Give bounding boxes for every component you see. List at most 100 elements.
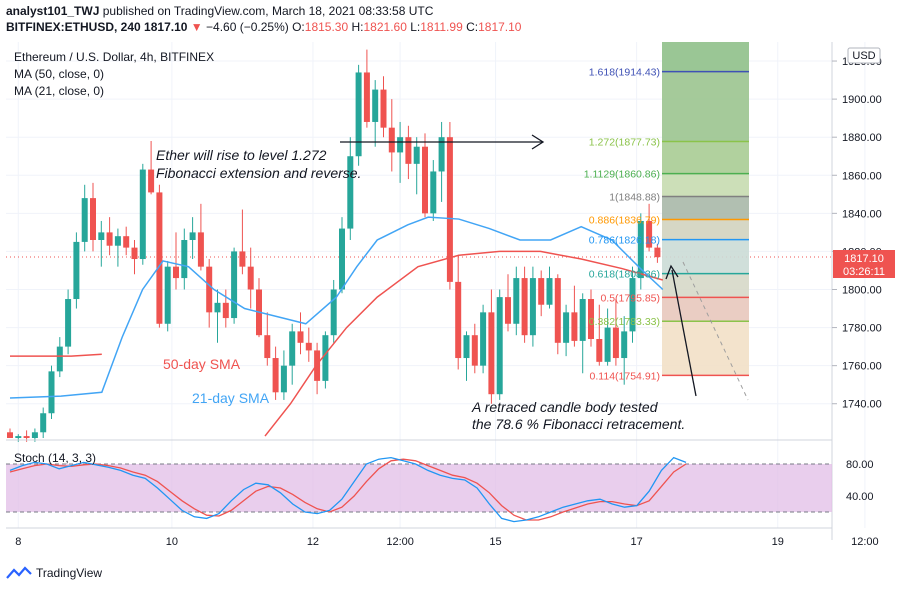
tradingview-logo-icon — [6, 566, 32, 579]
author-name[interactable]: analyst101_TWJ — [6, 4, 100, 18]
candle-body — [513, 278, 520, 324]
ohlc-low-value: 1811.99 — [420, 20, 463, 34]
chart-area[interactable]: 1.618(1914.43) 1.272(1877.73) 1.1129(1860.… — [0, 38, 900, 570]
legend-ma21[interactable]: MA (21, close, 0) — [14, 84, 104, 98]
candle-body — [239, 251, 246, 267]
candle-body — [114, 236, 121, 246]
candle-body — [455, 281, 462, 359]
candle-body — [280, 365, 287, 393]
time-tick-label: 10 — [166, 536, 178, 548]
candle-body — [571, 312, 578, 341]
candle-body — [206, 266, 213, 313]
ohlc-low-key: L: — [410, 20, 421, 34]
fib-level-label: 0.114(1754.91) — [590, 370, 660, 382]
candle-body — [413, 146, 420, 164]
price-tick-label: 1800.00 — [842, 285, 882, 297]
fib-band — [662, 321, 749, 376]
candle-body — [355, 72, 362, 157]
candle-body — [654, 247, 661, 258]
fib-level-label: 1.272(1877.73) — [589, 137, 660, 149]
candle-body — [496, 297, 503, 395]
retrace-annotation-line2: the 78.6 % Fibonacci retracement. — [472, 416, 685, 432]
time-tick-label: 12:00 — [386, 536, 414, 548]
time-axis[interactable]: 8 10 12 12:00 15 17 19 12:00 — [15, 536, 878, 548]
last-price-badge — [833, 250, 895, 278]
candle-body — [148, 169, 155, 193]
candle-body — [471, 335, 478, 366]
candle-body — [181, 240, 188, 279]
footer-brand[interactable]: TradingView — [6, 566, 102, 580]
stochastic-pane[interactable]: 40.00 80.00 — [6, 456, 874, 523]
fib-band — [662, 297, 749, 322]
candle-body — [637, 220, 644, 279]
retrace-arrow-line — [671, 269, 697, 397]
candle-body — [40, 413, 47, 433]
chart-svg[interactable]: 1.618(1914.43) 1.272(1877.73) 1.1129(1860.… — [0, 38, 900, 570]
last-price-axis-label: 1817.10 — [844, 253, 884, 265]
fib-level-label: 0.382(1783.33) — [589, 316, 660, 328]
candle-body — [629, 278, 636, 332]
fibonacci-extension-zone[interactable] — [662, 42, 749, 377]
candle-body — [612, 327, 619, 359]
candle-body — [554, 278, 561, 343]
candle-body — [363, 72, 370, 122]
candle-body — [106, 232, 113, 246]
candle-body — [81, 198, 88, 242]
currency-label: USD — [852, 50, 875, 62]
sma50-label: 50-day SMA — [163, 356, 241, 372]
fib-level-label: 1.618(1914.43) — [589, 67, 660, 79]
candle-body — [231, 251, 238, 319]
candle-body — [521, 278, 528, 336]
candle-body — [480, 312, 487, 366]
resistance-arrow-head — [531, 134, 545, 150]
candle-body — [90, 198, 96, 240]
candle-body — [31, 432, 38, 438]
stoch-k-line — [9, 456, 687, 523]
candle-body — [588, 299, 594, 339]
candle-body — [314, 350, 321, 381]
candle-body — [422, 146, 428, 214]
candle-body — [247, 266, 254, 290]
fib-level-label: 0.886(1836.79) — [589, 214, 660, 226]
candle-body — [488, 312, 495, 395]
candle-body — [463, 335, 470, 359]
forecast-annotation-line1: Ether will rise to level 1.272 — [156, 147, 327, 163]
stoch-band — [6, 464, 832, 512]
projection-dashed-line — [682, 261, 749, 401]
candle-body — [579, 299, 586, 341]
time-tick-label: 12 — [307, 536, 319, 548]
candle-body — [173, 266, 179, 279]
footer-brand-name: TradingView — [36, 566, 103, 580]
candle-body — [164, 266, 171, 324]
time-tick-label: 19 — [772, 536, 784, 548]
candle-body — [123, 236, 130, 248]
price-axis[interactable]: 1740.001760.001780.001800.001820.001840.… — [832, 56, 882, 411]
candle-body — [446, 137, 453, 282]
time-tick-label: 15 — [489, 536, 501, 548]
candle-body — [322, 335, 329, 381]
candle-body — [397, 137, 404, 153]
price-tick-label: 1880.00 — [842, 132, 882, 144]
candle-body — [388, 127, 395, 153]
candle-body — [596, 339, 603, 362]
publish-header: analyst101_TWJ published on TradingView.… — [0, 0, 900, 38]
fib-level-label: 0.5(1795.85) — [600, 292, 660, 304]
candle-body — [339, 228, 345, 290]
candle-body — [529, 278, 536, 336]
currency-badge[interactable] — [847, 47, 881, 64]
legend-stoch[interactable]: Stoch (14, 3, 3) — [14, 451, 96, 465]
time-tick-label: 8 — [15, 536, 21, 548]
legend-ma50[interactable]: MA (50, close, 0) — [14, 67, 104, 81]
fib-level-label: 1.1129(1860.86) — [584, 169, 660, 181]
bar-countdown: 03:26:11 — [843, 266, 885, 278]
candle-body — [372, 89, 379, 122]
candle-body — [380, 89, 387, 128]
candle-body — [189, 232, 196, 240]
candle-body — [197, 232, 204, 267]
fib-level-label: 0.618(1808.36) — [589, 269, 660, 281]
candle-body — [297, 331, 304, 343]
retrace-annotation-line1: A retraced candle body tested — [471, 399, 659, 415]
last-price: 1817.10 — [144, 20, 188, 34]
price-tick-label: 1900.00 — [842, 94, 882, 106]
fib-band — [662, 196, 749, 220]
